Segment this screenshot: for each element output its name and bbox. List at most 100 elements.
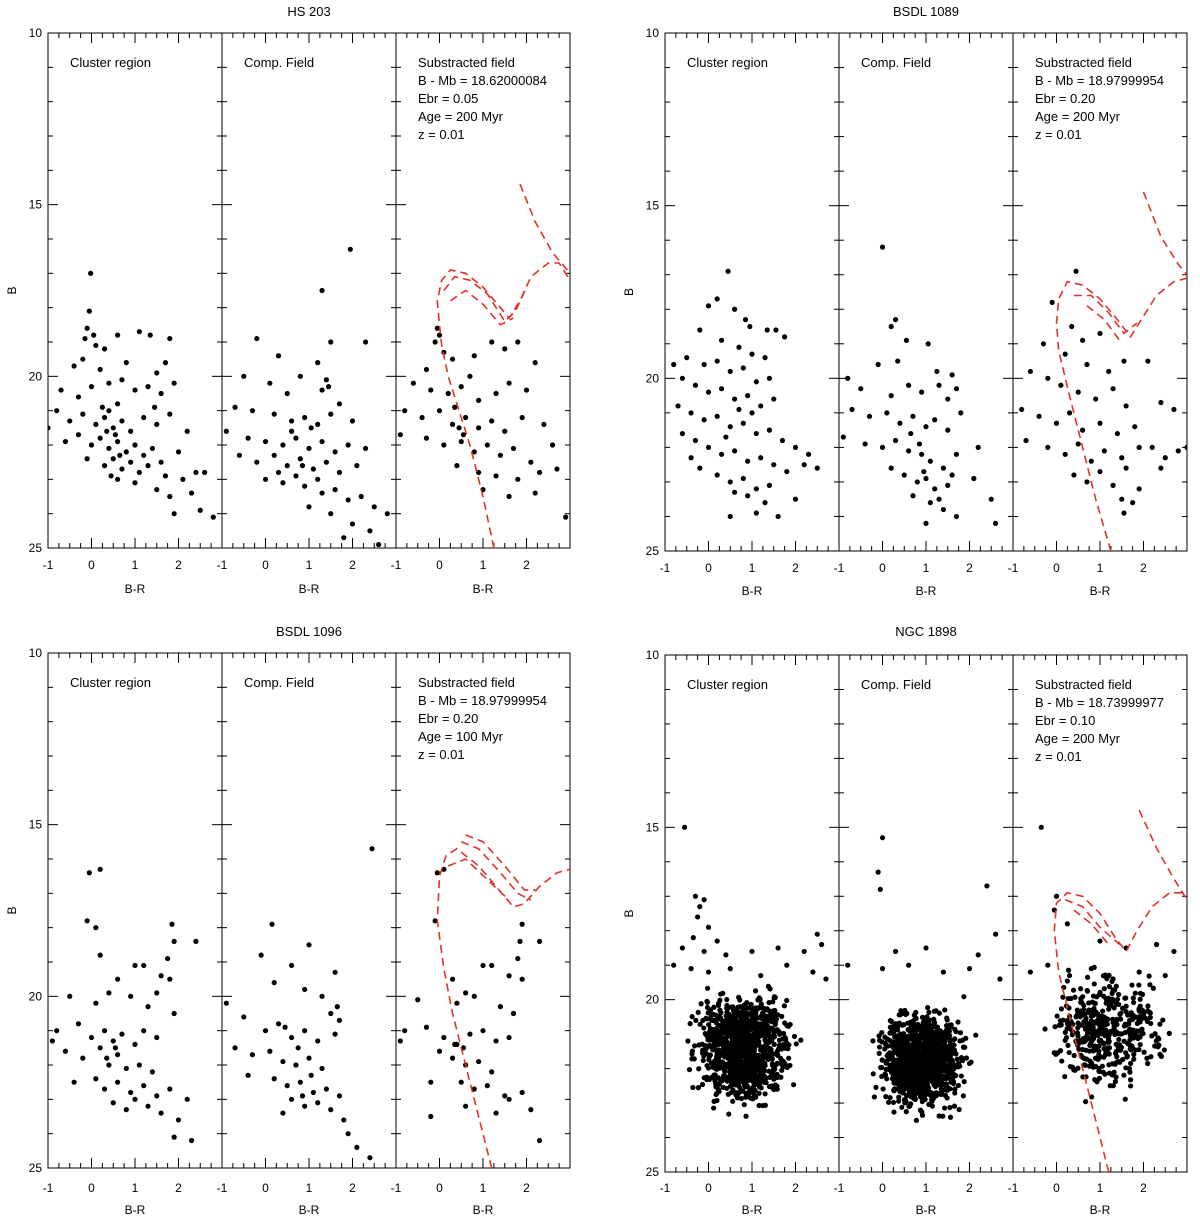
- data-point: [154, 487, 160, 493]
- data-point: [949, 372, 955, 378]
- data-point: [323, 377, 329, 383]
- y-axis-label: B: [622, 288, 636, 296]
- data-point: [984, 883, 990, 889]
- data-point: [308, 1072, 314, 1078]
- data-point: [128, 459, 134, 465]
- data-point: [128, 1089, 134, 1096]
- data-point: [879, 1057, 885, 1063]
- data-point: [762, 500, 768, 506]
- data-point: [880, 1086, 886, 1092]
- data-point: [454, 463, 460, 469]
- data-point: [840, 434, 846, 440]
- data-point: [1066, 410, 1073, 416]
- x-tick-label: 0: [262, 1181, 269, 1195]
- data-point: [711, 1004, 717, 1010]
- data-point: [752, 1044, 758, 1051]
- isochrone-line: [1073, 294, 1138, 335]
- data-point: [891, 1058, 897, 1064]
- data-point: [748, 1001, 754, 1008]
- y-tick-label: 10: [646, 648, 660, 662]
- data-point: [1153, 941, 1160, 948]
- data-point: [771, 1066, 777, 1072]
- data-point: [476, 425, 482, 431]
- data-point: [993, 520, 999, 526]
- data-point: [528, 1107, 534, 1113]
- data-point: [762, 1091, 768, 1097]
- data-point: [885, 1043, 891, 1049]
- data-point: [341, 1117, 347, 1123]
- data-point: [458, 1079, 464, 1085]
- data-point: [752, 988, 759, 994]
- data-point: [1147, 1010, 1153, 1016]
- data-point: [891, 1109, 897, 1115]
- data-point: [1065, 1025, 1072, 1031]
- data-point: [115, 976, 121, 982]
- data-point: [1093, 1031, 1099, 1037]
- data-point: [193, 938, 199, 945]
- data-point: [760, 1079, 767, 1085]
- data-point: [1084, 1032, 1090, 1039]
- data-point: [756, 1102, 762, 1109]
- data-point: [319, 438, 325, 445]
- x-tick-label: -1: [391, 558, 402, 572]
- data-point: [947, 1065, 953, 1071]
- data-point: [692, 893, 699, 899]
- data-point: [1101, 448, 1107, 454]
- data-point: [484, 442, 490, 448]
- data-point: [54, 408, 60, 414]
- data-point: [1075, 441, 1081, 447]
- data-point: [923, 424, 929, 430]
- data-point: [890, 1075, 896, 1081]
- data-point: [93, 1076, 99, 1082]
- data-point: [1128, 1060, 1134, 1066]
- data-point: [1147, 1014, 1153, 1021]
- data-point: [449, 1055, 456, 1061]
- data-point: [733, 1092, 739, 1098]
- y-tick-label: 20: [646, 371, 660, 385]
- x-tick-label: -1: [217, 558, 228, 572]
- data-point: [175, 1117, 182, 1123]
- data-point: [1090, 1019, 1096, 1026]
- x-tick-label: 0: [436, 558, 443, 572]
- data-point: [907, 1042, 914, 1048]
- data-point: [97, 366, 103, 373]
- x-tick-label: 1: [923, 1181, 930, 1195]
- data-point: [690, 935, 696, 941]
- panel-frame: [47, 652, 223, 1169]
- data-point: [688, 410, 694, 416]
- data-point: [866, 413, 873, 419]
- data-point: [456, 425, 462, 431]
- data-point: [779, 1013, 785, 1019]
- data-point: [1110, 1016, 1116, 1022]
- data-point: [506, 1096, 512, 1102]
- data-point: [961, 1079, 967, 1085]
- data-point: [714, 1030, 720, 1036]
- data-point: [1078, 1008, 1084, 1014]
- data-point: [951, 1103, 958, 1109]
- data-point: [727, 424, 733, 430]
- data-point: [714, 1025, 720, 1031]
- data-point: [706, 1022, 712, 1028]
- data-point: [1045, 375, 1051, 381]
- data-point: [932, 486, 938, 492]
- data-point: [906, 382, 912, 388]
- data-point: [284, 390, 290, 397]
- data-point: [1083, 1019, 1090, 1026]
- data-point: [767, 1046, 774, 1052]
- data-point: [1128, 1047, 1134, 1053]
- data-point: [947, 1056, 953, 1062]
- data-point: [1161, 1047, 1167, 1053]
- data-point: [952, 1026, 958, 1032]
- data-point: [736, 406, 742, 413]
- data-point: [1091, 981, 1097, 987]
- data-point: [523, 387, 530, 393]
- data-point: [899, 1046, 905, 1052]
- data-point: [695, 1009, 701, 1016]
- data-point: [898, 1034, 905, 1040]
- isochrone-line: [449, 289, 514, 326]
- data-point: [1113, 1074, 1119, 1080]
- data-point: [845, 962, 851, 968]
- data-point: [937, 1067, 943, 1073]
- data-point: [1082, 1099, 1089, 1105]
- data-point: [1105, 1049, 1111, 1055]
